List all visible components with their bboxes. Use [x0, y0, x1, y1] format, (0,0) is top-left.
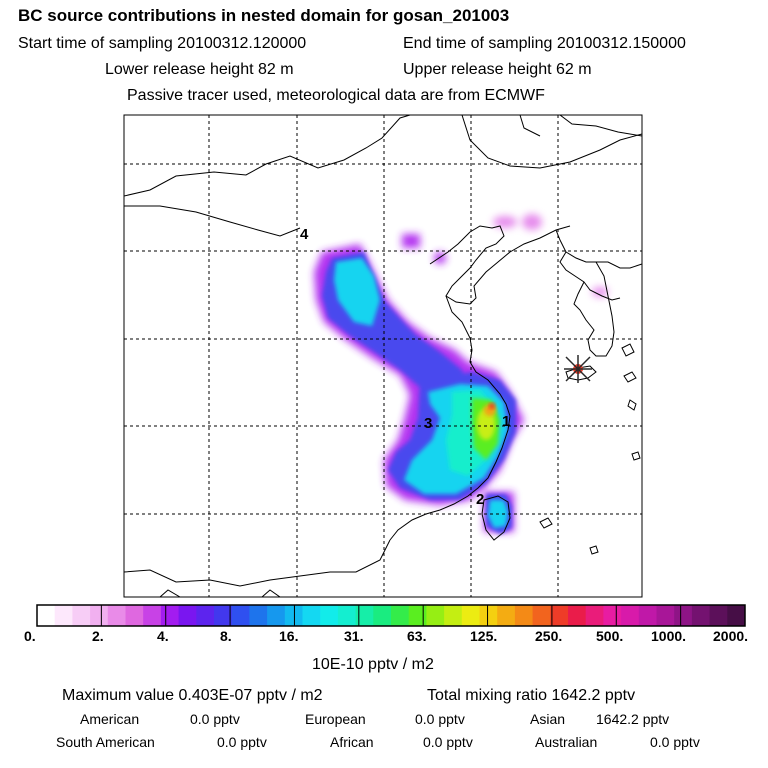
start-time-label: Start time of sampling 20100312.120000	[18, 35, 307, 52]
colorbar-tick: 8.	[220, 628, 232, 644]
colorbar-cell	[267, 605, 286, 626]
region-value: 0.0 pptv	[650, 734, 700, 750]
region-label-3: 3	[424, 415, 432, 432]
region-name: American	[80, 711, 140, 727]
region-value: 0.0 pptv	[423, 734, 473, 750]
colorbar-cell	[603, 605, 622, 626]
map-frame	[123, 114, 643, 598]
region-value: 0.0 pptv	[415, 711, 465, 727]
colorbar-cell	[479, 605, 498, 626]
colorbar-cell	[373, 605, 392, 626]
tracer-note: Passive tracer used, meteorological data…	[127, 87, 545, 104]
region-name: African	[330, 734, 374, 750]
region-name: Asian	[530, 711, 566, 727]
region-name: Australian	[535, 734, 598, 750]
colorbar-cell	[196, 605, 215, 626]
region-value: 0.0 pptv	[190, 711, 240, 727]
colorbar-cell	[709, 605, 728, 626]
colorbar-tick: 0.	[24, 628, 36, 644]
colorbar-cell	[691, 605, 711, 626]
colorbar-cell	[727, 605, 746, 626]
colorbar-cell	[320, 605, 339, 626]
region-name: South American	[56, 734, 155, 750]
colorbar-cell	[461, 605, 480, 626]
colorbar-cell	[585, 605, 604, 626]
colorbar-tick: 63.	[407, 628, 427, 644]
page-title: BC source contributions in nested domain…	[18, 6, 510, 25]
colorbar-cell	[302, 605, 321, 626]
colorbar-units: 10E-10 pptv / m2	[312, 656, 434, 673]
colorbar-cell	[426, 605, 445, 626]
colorbar-frame	[36, 604, 746, 627]
colorbar-cell	[568, 605, 587, 626]
colorbar-cell	[337, 605, 357, 626]
colorbar-dividers	[100, 605, 682, 626]
colorbar-tick: 2.	[92, 628, 104, 644]
colorbar-cell	[514, 605, 534, 626]
region-value: 0.0 pptv	[217, 734, 267, 750]
colorbar-cell	[550, 605, 569, 626]
colorbar-cell	[638, 605, 657, 626]
colorbar-cell	[284, 605, 303, 626]
colorbar-cell	[214, 605, 233, 626]
colorbar-cell	[532, 605, 551, 626]
colorbar-cell	[72, 605, 91, 626]
colorbar-tick: 500.	[596, 628, 624, 644]
colorbar-cell	[125, 605, 144, 626]
region-name: European	[305, 711, 366, 727]
region-value: 1642.2 pptv	[596, 711, 670, 727]
colorbar-cell	[231, 605, 250, 626]
colorbar-cell	[160, 605, 180, 626]
colorbar-cell	[178, 605, 197, 626]
colorbar-cell	[249, 605, 268, 626]
colorbar-cell	[54, 605, 73, 626]
colorbar-cell	[37, 605, 56, 626]
upper-release-label: Upper release height 62 m	[403, 61, 592, 78]
max-value-label: Maximum value 0.403E-07 pptv / m2	[62, 687, 323, 704]
total-mixing-ratio-label: Total mixing ratio 1642.2 pptv	[427, 687, 636, 704]
colorbar-tick: 16.	[279, 628, 299, 644]
colorbar	[36, 604, 746, 627]
colorbar-tick: 125.	[470, 628, 498, 644]
colorbar-tick: 250.	[535, 628, 563, 644]
colorbar-cell	[656, 605, 675, 626]
colorbar-tick: 4.	[157, 628, 169, 644]
station-marker-icon	[564, 355, 592, 383]
colorbar-tick: 31.	[344, 628, 364, 644]
region-label-2: 2	[476, 491, 484, 508]
colorbar-cell	[408, 605, 427, 626]
colorbar-cells	[37, 605, 746, 626]
colorbar-tick: 2000.	[713, 628, 749, 644]
colorbar-cell	[143, 605, 162, 626]
end-time-label: End time of sampling 20100312.150000	[403, 35, 686, 52]
colorbar-cell	[355, 605, 374, 626]
colorbar-cell	[674, 605, 693, 626]
colorbar-cell	[621, 605, 640, 626]
region-label-4: 4	[300, 226, 309, 243]
colorbar-tick: 1000.	[651, 628, 687, 644]
coastlines	[124, 115, 642, 597]
colorbar-cell	[391, 605, 410, 626]
colorbar-cell	[444, 605, 463, 626]
colorbar-cell	[90, 605, 109, 626]
colorbar-cell	[497, 605, 516, 626]
region-label-1: 1	[502, 413, 510, 430]
colorbar-cell	[107, 605, 126, 626]
lower-release-label: Lower release height 82 m	[105, 61, 294, 78]
